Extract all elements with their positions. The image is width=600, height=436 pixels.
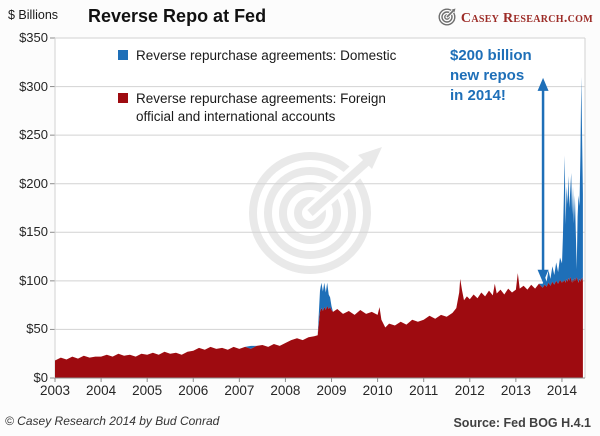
- x-axis-label: 2004: [86, 383, 117, 398]
- source-text: Source: Fed BOG H.4.1: [453, 416, 591, 430]
- brand-text: Casey Research.com: [460, 10, 593, 26]
- legend-item-domestic: Reverse repurchase agreements: Domestic: [118, 47, 396, 65]
- legend-label-domestic: Reverse repurchase agreements: Domestic: [136, 48, 397, 63]
- x-axis-label: 2009: [316, 383, 347, 398]
- x-axis-label: 2005: [132, 383, 163, 398]
- x-axis-label: 2011: [409, 383, 439, 398]
- x-axis-label: 2014: [546, 383, 577, 398]
- foreign-swatch-icon: [118, 93, 128, 103]
- x-axis-label: 2003: [39, 383, 71, 398]
- y-axis-title: $ Billions: [8, 8, 59, 22]
- y-axis-label: $350: [19, 30, 48, 45]
- spiral-arrow-icon: [438, 6, 458, 31]
- chart-canvas: [50, 37, 586, 382]
- x-axis-label: 2010: [362, 383, 393, 398]
- y-axis-label: $100: [19, 272, 48, 288]
- annotation-line-1: $200 billion: [450, 47, 532, 64]
- domestic-swatch-icon: [118, 50, 128, 60]
- y-axis-label: $300: [19, 78, 48, 94]
- x-axis-label: 2006: [178, 383, 209, 398]
- plot-area: [50, 37, 586, 382]
- x-axis-label: 2007: [224, 383, 255, 398]
- brand-logo[interactable]: Casey Research.com: [438, 6, 593, 31]
- y-axis-label: $0: [33, 370, 48, 385]
- x-axis-label: 2013: [500, 383, 531, 398]
- y-axis-label: $150: [19, 224, 48, 240]
- annotation-callout: $200 billion new repos in 2014!: [450, 46, 560, 106]
- y-axis-label: $250: [19, 127, 48, 143]
- x-axis-label: 2012: [454, 383, 485, 398]
- chart-title: Reverse Repo at Fed: [88, 6, 267, 26]
- annotation-line-3: in 2014!: [450, 87, 506, 104]
- copyright-text: © Casey Research 2014 by Bud Conrad: [5, 414, 220, 428]
- y-axis-label: $50: [26, 321, 48, 337]
- legend-item-foreign: Reverse repurchase agreements: Foreign o…: [118, 90, 398, 126]
- y-axis-label: $200: [19, 175, 48, 191]
- legend-label-foreign: Reverse repurchase agreements: Foreign o…: [136, 91, 386, 124]
- x-axis-label: 2008: [270, 383, 301, 398]
- annotation-line-2: new repos: [450, 67, 525, 84]
